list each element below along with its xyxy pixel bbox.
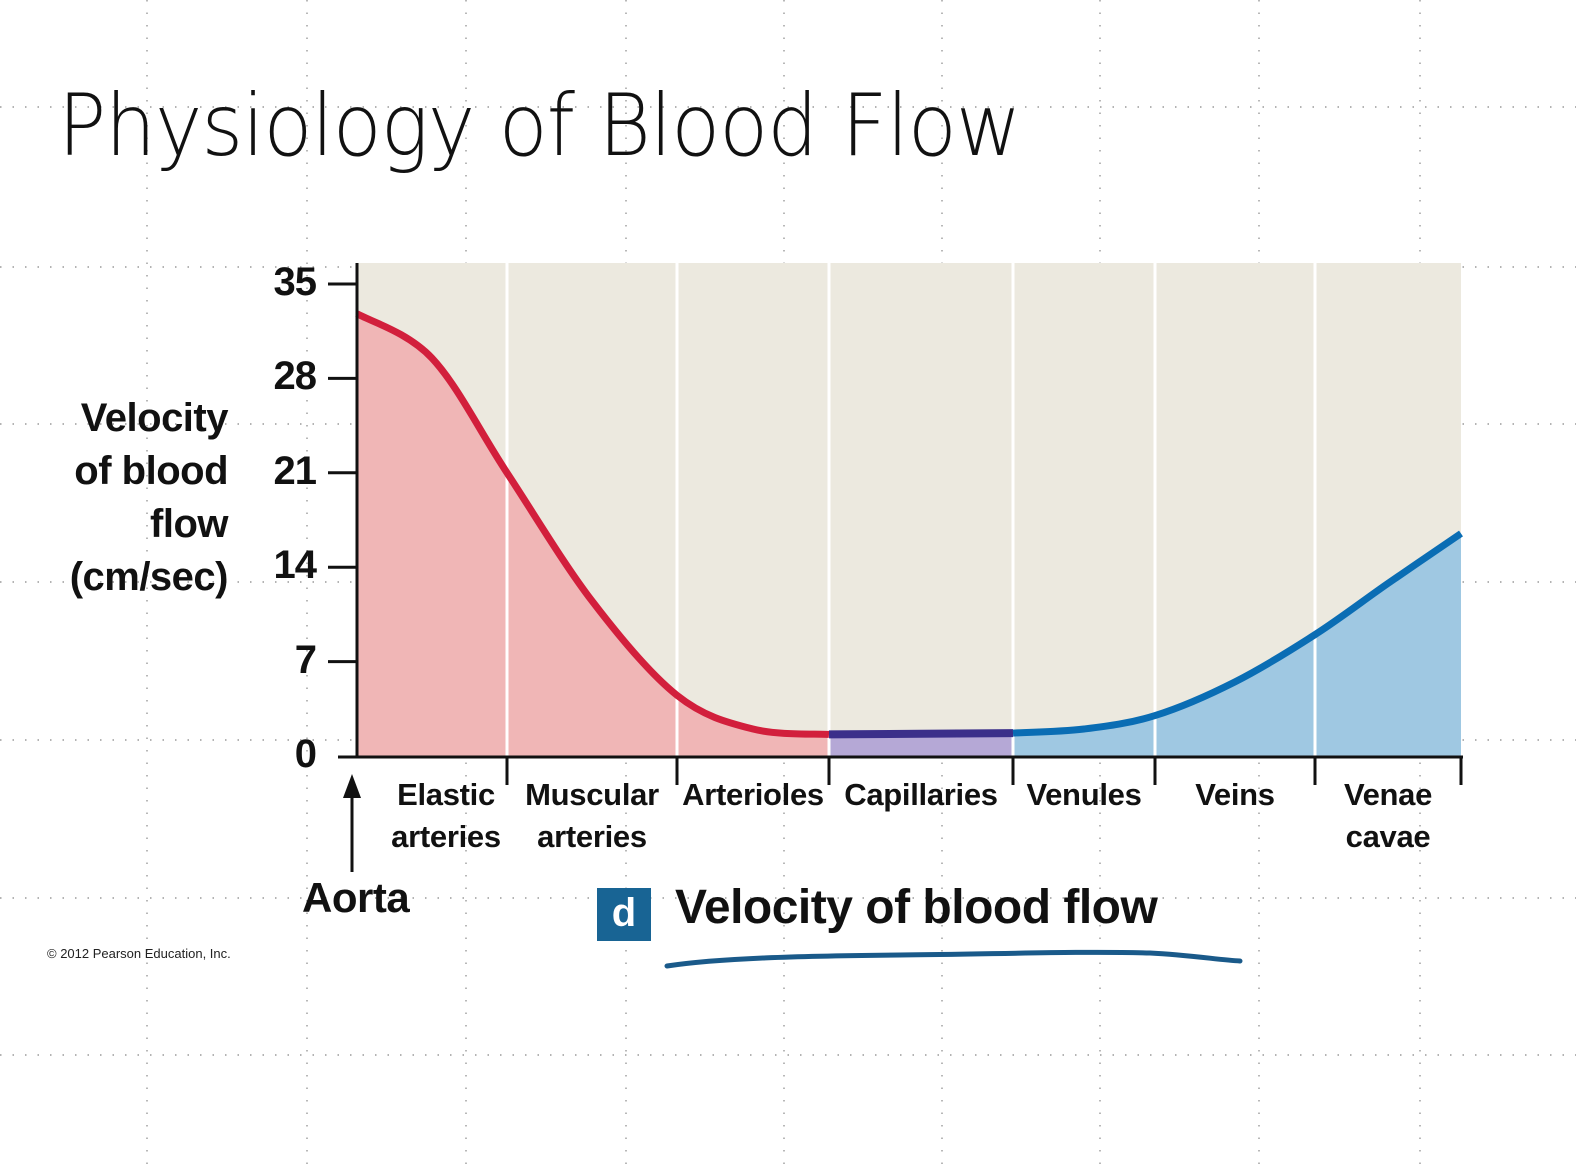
capillary-line bbox=[828, 729, 1014, 739]
y-tick-label: 0 bbox=[294, 732, 317, 776]
capillary-fill bbox=[829, 733, 1013, 756]
x-category-label: Venae cavae bbox=[1343, 777, 1433, 854]
copyright-notice: © 2012 Pearson Education, Inc. bbox=[47, 946, 231, 961]
x-category-label: Venules bbox=[1026, 777, 1142, 812]
y-axis-label-line: flow bbox=[150, 502, 228, 546]
y-axis-label-line: of blood bbox=[74, 449, 228, 493]
y-tick-label: 7 bbox=[294, 637, 317, 682]
figure-caption: Velocity of blood flow bbox=[675, 881, 1158, 934]
x-category-label: Veins bbox=[1195, 777, 1275, 812]
x-category-label: Arterioles bbox=[682, 777, 824, 812]
category-dividers bbox=[505, 263, 1317, 756]
venous-line bbox=[1012, 530, 1463, 737]
y-ticks bbox=[328, 282, 357, 664]
x-category-label: Capillaries bbox=[844, 777, 998, 812]
aorta-label: Aorta bbox=[302, 874, 410, 921]
y-tick-label: 14 bbox=[273, 543, 318, 588]
aorta-arrow bbox=[343, 774, 361, 872]
venous-fill bbox=[1013, 533, 1461, 756]
arterial-line bbox=[355, 310, 830, 738]
x-ticks bbox=[505, 757, 1463, 785]
y-tick-label: 21 bbox=[273, 448, 318, 493]
y-axis-label-line: Velocity bbox=[80, 396, 229, 440]
slide-title: Physiology of Blood Flow bbox=[58, 76, 1021, 176]
caption-underline bbox=[664, 949, 1243, 969]
figure-letter-badge: d bbox=[597, 888, 651, 941]
y-axis-label: Velocity of blood flow (cm/sec) bbox=[69, 392, 229, 604]
x-category-label: Muscular arteries bbox=[525, 777, 659, 854]
x-category-label: Elastic arteries bbox=[391, 777, 501, 854]
y-tick-label: 35 bbox=[273, 260, 318, 304]
y-tick-label: 28 bbox=[273, 354, 318, 399]
y-axis-label-line: (cm/sec) bbox=[69, 555, 229, 599]
